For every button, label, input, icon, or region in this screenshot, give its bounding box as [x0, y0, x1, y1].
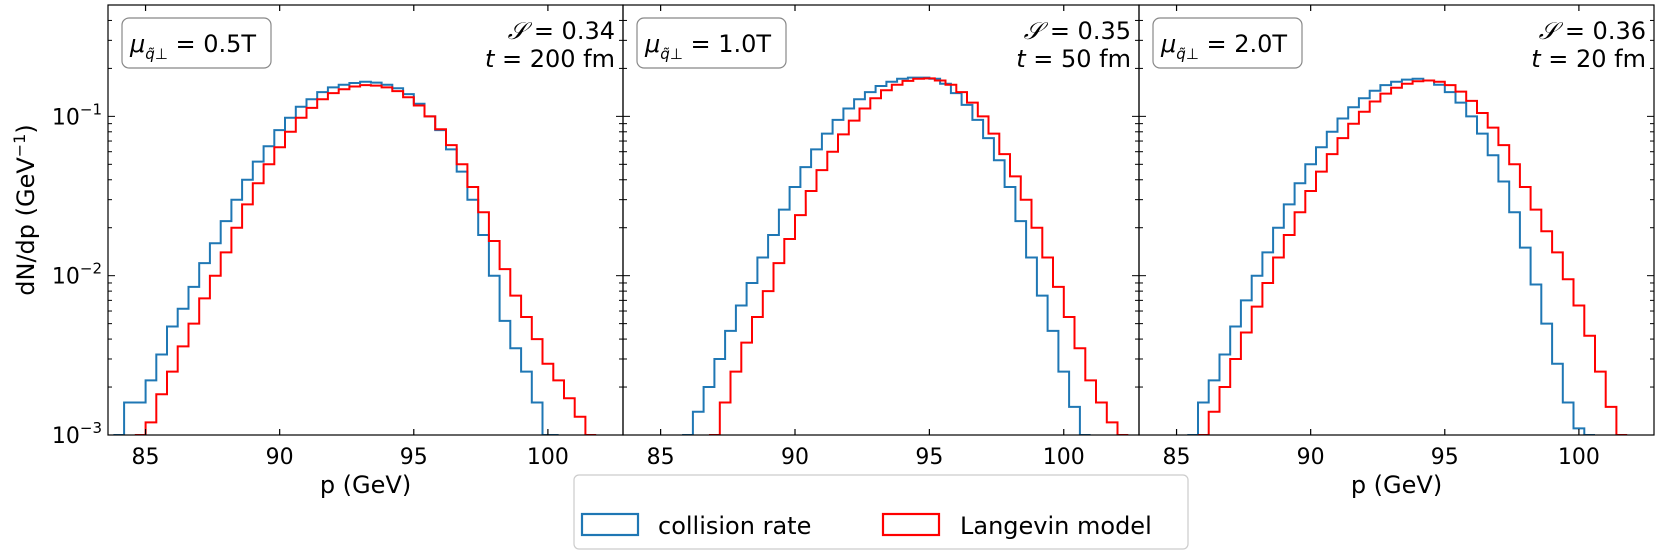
histogram-langevin-model-panel-2 [709, 77, 1129, 435]
x-tick-label-95-panel-3: 95 [1431, 445, 1459, 470]
plot-frame-panel-3 [1138, 4, 1655, 436]
mu-annotation-panel-2: μq̃⊥ = 1.0T [644, 30, 771, 63]
histogram-langevin-model-panel-1 [134, 84, 597, 435]
panel-3: 85 90 95 100 p (GeV) μq̃⊥ = 2.0T 𝒮 = 0.36t = 2… [1138, 4, 1655, 499]
histogram-langevin-model-panel-3 [1198, 79, 1628, 435]
s-annotation-panel-2: 𝒮 = 0.35 [1024, 17, 1131, 45]
x-tick-label-100-panel-1: 100 [527, 445, 569, 470]
panel-1: 85 90 95 100 p (GeV) 10−1 10−2 10−3 μq̃⊥ = 0.5T 𝒮… [52, 4, 624, 499]
histogram-collision-rate-panel-1 [113, 80, 559, 435]
s-annotation-panel-3: 𝒮 = 0.36 [1539, 17, 1646, 45]
s-annotation-panel-1: 𝒮 = 0.34 [508, 17, 615, 45]
legend-label-langevin-model: Langevin model [960, 512, 1152, 540]
t-annotation-panel-2: t = 50 fm [1016, 45, 1131, 73]
histogram-collision-rate-panel-2 [682, 76, 1091, 435]
mu-annotation-panel-1: μq̃⊥ = 0.5T [129, 30, 256, 63]
mu-annotation-box-panel-1 [121, 17, 272, 69]
x-tick-label-85-panel-2: 85 [647, 445, 675, 470]
y-axis-label: dN/dp (GeV−1) [10, 124, 41, 295]
x-tick-label-85-panel-3: 85 [1163, 445, 1191, 470]
x-axis-label-panel-3: p (GeV) [1351, 471, 1442, 499]
x-tick-label-85-panel-1: 85 [132, 445, 160, 470]
legend-swatch-collision-rate [580, 512, 640, 537]
x-tick-label-95-panel-2: 95 [915, 445, 943, 470]
histogram-collision-rate-panel-3 [1187, 77, 1595, 435]
y-tick-label-panel-1: 10−1 [52, 100, 102, 130]
mu-annotation-panel-3: μq̃⊥ = 2.0T [1160, 30, 1287, 63]
mu-annotation-box-panel-2 [636, 17, 787, 69]
x-tick-label-90-panel-1: 90 [266, 445, 294, 470]
x-tick-label-95-panel-1: 95 [400, 445, 428, 470]
legend-frame [573, 474, 1189, 550]
legend: collision rate Langevin model [573, 474, 1189, 550]
legend-swatch-langevin-model [881, 512, 941, 537]
mu-annotation-box-panel-3 [1152, 17, 1303, 69]
x-tick-label-100-panel-3: 100 [1558, 445, 1600, 470]
x-tick-label-100-panel-2: 100 [1043, 445, 1085, 470]
y-tick-label-panel-1: 10−2 [52, 260, 102, 290]
y-tick-label-panel-1: 10−3 [52, 419, 102, 449]
t-annotation-panel-1: t = 200 fm [485, 45, 615, 73]
x-axis-label-panel-1: p (GeV) [320, 471, 411, 499]
legend-label-collision-rate: collision rate [658, 512, 811, 540]
t-annotation-panel-3: t = 20 fm [1531, 45, 1646, 73]
x-tick-label-90-panel-2: 90 [781, 445, 809, 470]
x-tick-label-90-panel-3: 90 [1297, 445, 1325, 470]
